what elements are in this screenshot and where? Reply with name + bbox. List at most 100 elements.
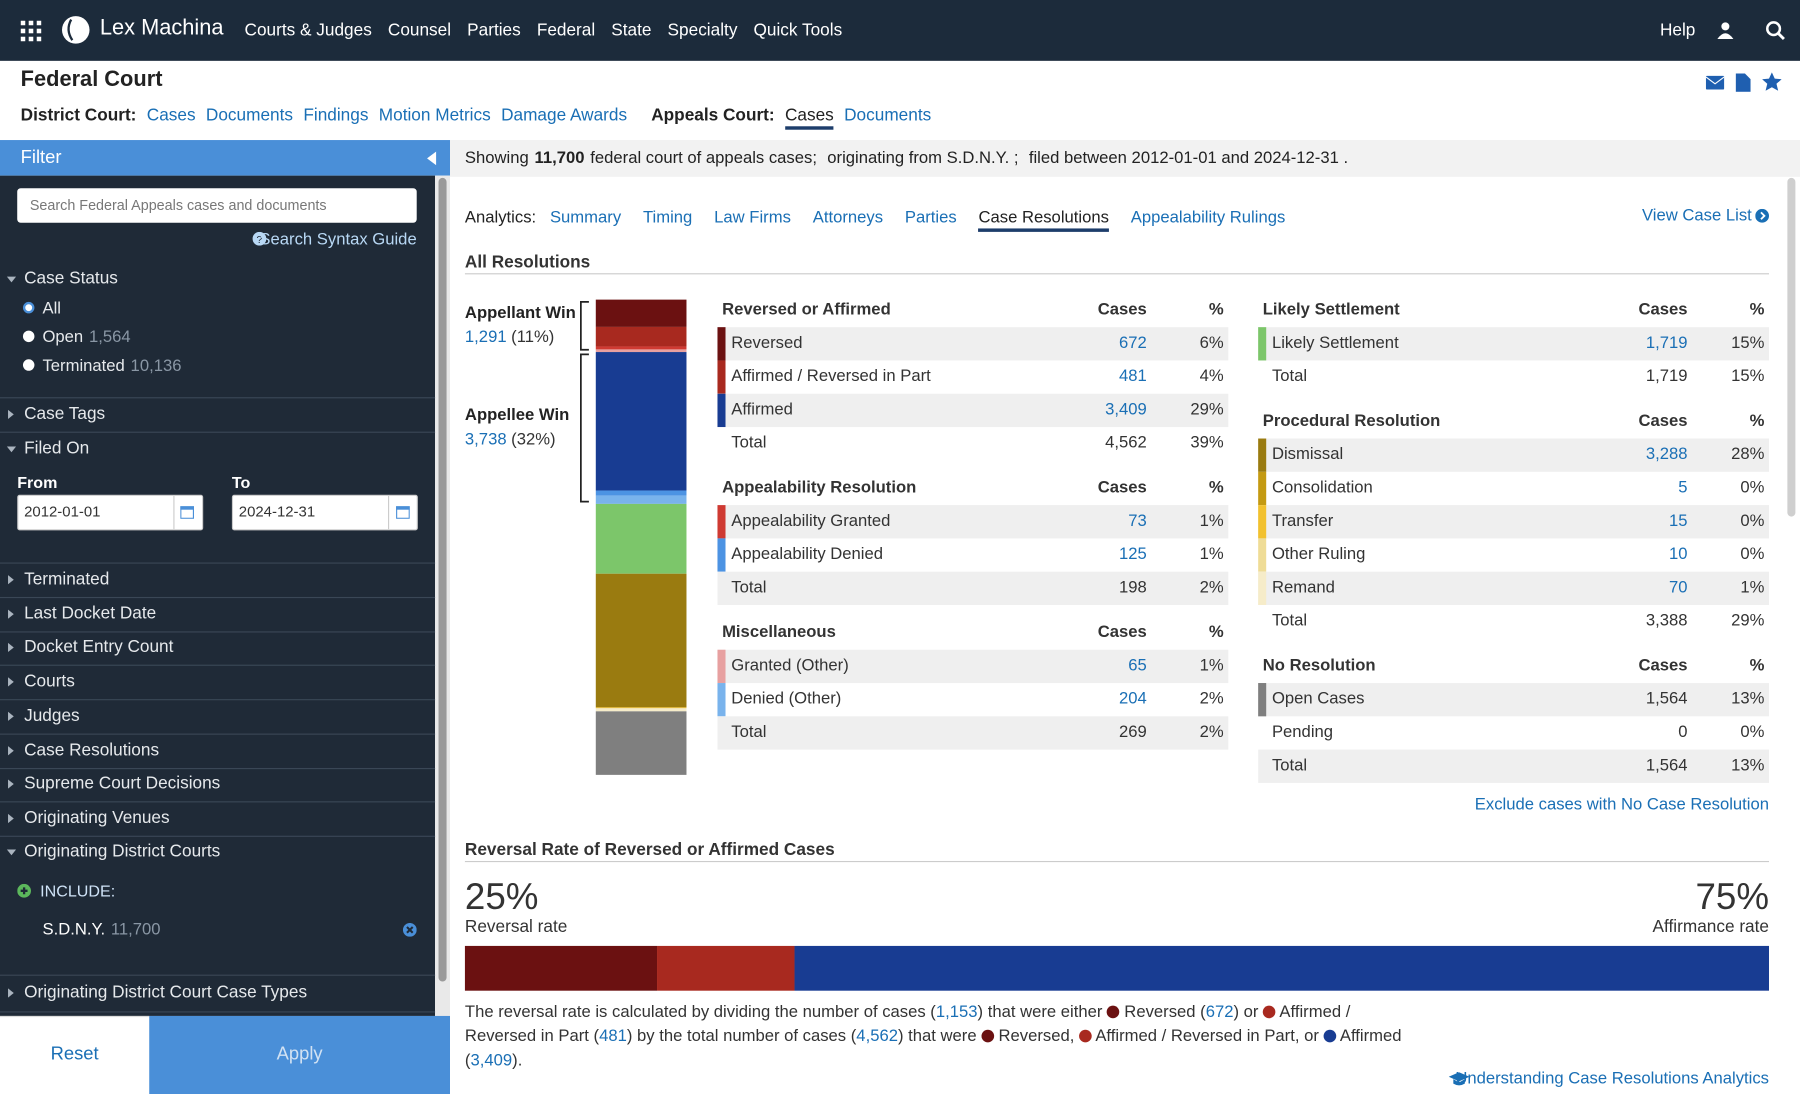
analytics-tab[interactable]: Parties [905, 208, 957, 229]
section-label[interactable]: Case Resolutions [24, 740, 159, 761]
divider [0, 665, 435, 666]
win-count-link[interactable]: 3,738 [465, 429, 507, 450]
win-count-link[interactable]: 1,291 [465, 327, 507, 348]
radio[interactable] [23, 359, 34, 370]
logo[interactable] [61, 15, 91, 45]
reversal-label: Reversal rate [465, 917, 567, 938]
district-link[interactable]: Cases [147, 106, 196, 127]
note-link[interactable]: 672 [1206, 1003, 1234, 1021]
section-label[interactable]: Terminated [24, 569, 109, 590]
search-placeholder[interactable]: Search Federal Appeals cases and documen… [30, 195, 327, 216]
section-label[interactable]: Courts [24, 672, 75, 693]
section-label[interactable]: Docket Entry Count [24, 638, 173, 659]
syntax-guide-link[interactable]: Search Syntax Guide [259, 230, 416, 251]
radio[interactable] [23, 302, 34, 313]
calendar-icon[interactable] [180, 505, 194, 519]
analytics-tab[interactable]: Law Firms [714, 208, 791, 229]
view-case-list[interactable]: View Case List [1642, 205, 1752, 226]
case-count-link[interactable]: 125 [1119, 544, 1147, 565]
menu-item[interactable]: Federal [537, 21, 595, 42]
case-count-link[interactable]: 1,719 [1646, 333, 1688, 354]
row-pct: 13% [1731, 689, 1764, 710]
case-count-link[interactable]: 15 [1669, 511, 1688, 532]
section-label[interactable]: Supreme Court Decisions [24, 774, 220, 795]
row-pct: 1% [1200, 655, 1224, 676]
radio[interactable] [23, 331, 34, 342]
analytics-tab[interactable]: Summary [550, 208, 621, 229]
case-count-link[interactable]: 5 [1678, 478, 1687, 499]
menu-item[interactable]: Specialty [668, 21, 738, 42]
menu-item[interactable]: Quick Tools [754, 21, 843, 42]
date-sep [173, 496, 174, 529]
case-count-link[interactable]: 10 [1669, 544, 1688, 565]
case-count-link[interactable]: 73 [1128, 511, 1147, 532]
section-label[interactable]: Filed On [24, 439, 89, 460]
user-icon[interactable] [1717, 22, 1733, 40]
color-chip [717, 393, 725, 426]
section-label[interactable]: Case Tags [24, 404, 105, 425]
note-link[interactable]: 481 [599, 1027, 627, 1045]
option-label[interactable]: Open [42, 327, 83, 348]
row-pct: 1% [1740, 577, 1764, 598]
menu-item[interactable]: Parties [467, 21, 521, 42]
section-label[interactable]: Originating Venues [24, 808, 170, 829]
section-label[interactable]: Originating District Courts [24, 841, 220, 862]
case-count-link[interactable]: 70 [1669, 577, 1688, 598]
help-link[interactable]: Help [1660, 21, 1695, 42]
color-chip [717, 649, 725, 682]
section-label[interactable]: Case Status [24, 269, 118, 290]
understanding-link[interactable]: Understanding Case Resolutions Analytics [1455, 1069, 1769, 1090]
case-count-link[interactable]: 672 [1119, 333, 1147, 354]
calendar-icon[interactable] [396, 505, 410, 519]
collapse-icon[interactable] [427, 152, 436, 166]
sidebar-scroll-thumb[interactable] [439, 178, 447, 982]
case-count-link[interactable]: 204 [1119, 689, 1147, 710]
apply-label[interactable]: Apply [149, 1045, 450, 1066]
appeals-link[interactable]: Documents [844, 106, 931, 127]
document-icon[interactable] [1736, 73, 1751, 91]
divider [0, 562, 435, 563]
district-link[interactable]: Motion Metrics [379, 106, 491, 127]
group-title: No Resolution [1263, 655, 1376, 676]
analytics-tab[interactable]: Attorneys [813, 208, 883, 229]
case-count-link[interactable]: 65 [1128, 655, 1147, 676]
exclude-link[interactable]: Exclude cases with No Case Resolution [1475, 794, 1769, 815]
star-icon[interactable] [1762, 72, 1782, 90]
case-count-link[interactable]: 3,288 [1646, 444, 1688, 465]
apps-icon[interactable] [21, 21, 42, 42]
note-link[interactable]: 3,409 [470, 1052, 512, 1070]
section-label[interactable]: Last Docket Date [24, 603, 156, 624]
analytics-tab[interactable]: Appealability Rulings [1131, 208, 1286, 229]
court-links: District Court:CasesDocumentsFindingsMot… [21, 102, 932, 130]
section-label[interactable]: Originating District Court Case Types [24, 983, 307, 1004]
district-link[interactable]: Damage Awards [501, 106, 627, 127]
menu-item[interactable]: Counsel [388, 21, 451, 42]
case-count-link[interactable]: 481 [1119, 366, 1147, 387]
email-icon[interactable] [1706, 76, 1724, 90]
option-label[interactable]: All [42, 298, 61, 319]
caret [8, 677, 14, 686]
color-chip [717, 682, 725, 715]
analytics-tab[interactable]: Case Resolutions [978, 204, 1108, 232]
district-link[interactable]: Documents [206, 106, 293, 127]
date-value[interactable]: 2024-12-31 [239, 502, 315, 523]
reset-label[interactable]: Reset [0, 1045, 149, 1066]
district-link[interactable]: Findings [303, 106, 368, 127]
arrow-icon[interactable] [1755, 209, 1769, 223]
cases-header: Cases [1638, 411, 1687, 432]
option-label[interactable]: Terminated [42, 356, 124, 377]
section-label[interactable]: Judges [24, 706, 80, 727]
note-link[interactable]: 4,562 [856, 1027, 898, 1045]
search-icon[interactable] [1766, 21, 1787, 42]
case-count-link[interactable]: 3,409 [1105, 399, 1147, 420]
menu-item[interactable]: State [611, 21, 651, 42]
main-scroll-thumb[interactable] [1787, 178, 1795, 517]
remove-icon[interactable] [403, 923, 417, 937]
date-value[interactable]: 2012-01-01 [24, 502, 100, 523]
appeals-link[interactable]: Cases [785, 102, 834, 130]
note-link[interactable]: 1,153 [936, 1003, 978, 1021]
analytics-tab[interactable]: Timing [643, 208, 692, 229]
brand[interactable]: Lex Machina [100, 18, 224, 39]
row-name: Consolidation [1272, 478, 1373, 499]
menu-item[interactable]: Courts & Judges [245, 21, 372, 42]
